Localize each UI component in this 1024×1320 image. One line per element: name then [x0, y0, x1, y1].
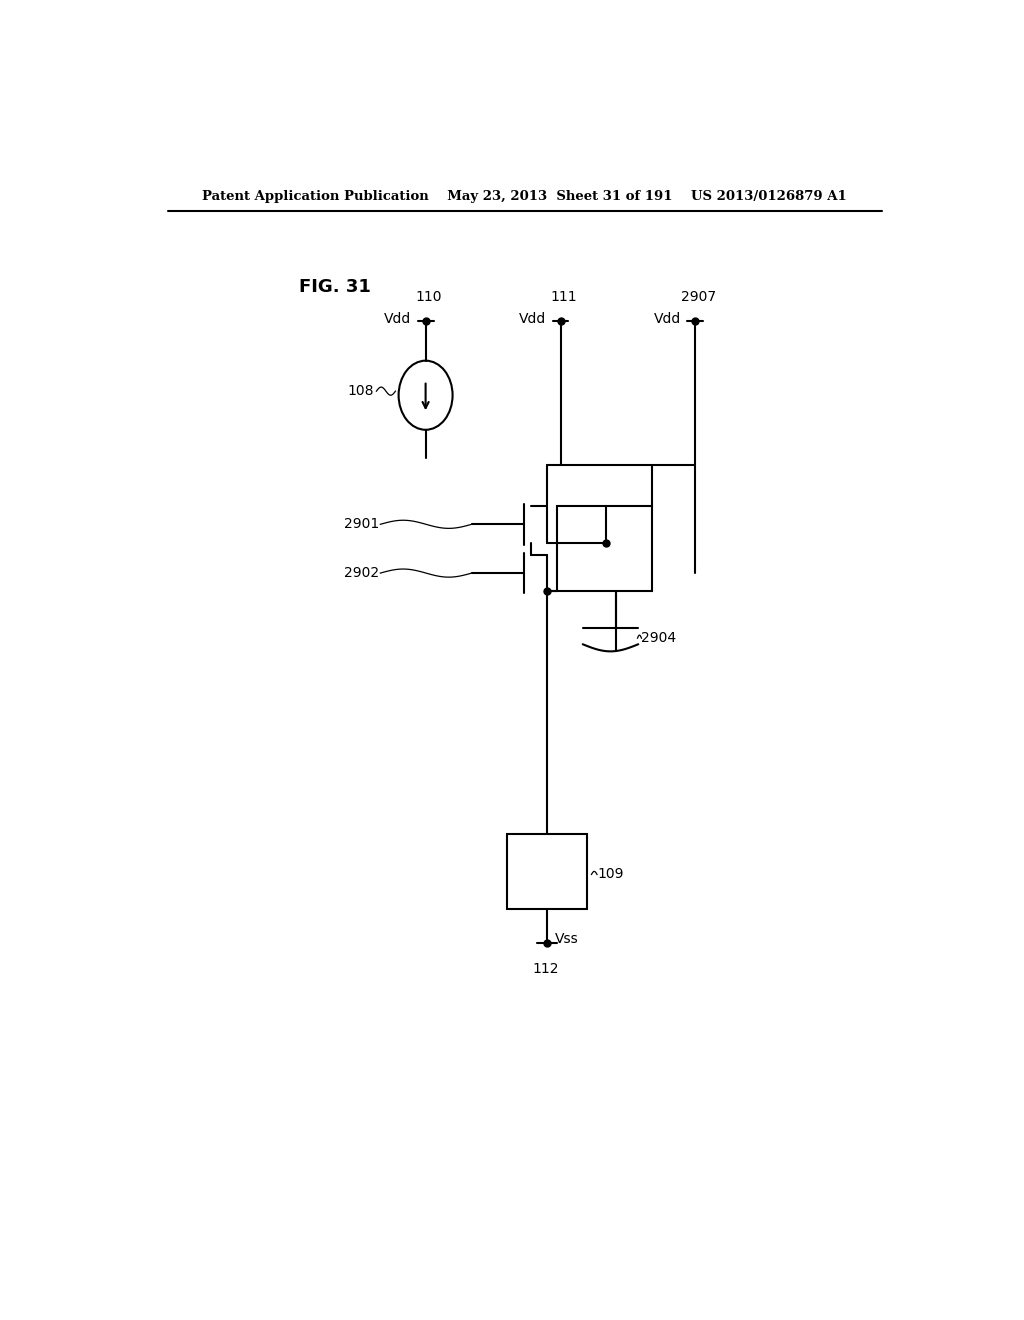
Text: 109: 109	[597, 867, 624, 882]
Text: 2907: 2907	[681, 290, 716, 304]
Text: 110: 110	[416, 290, 442, 304]
Text: Patent Application Publication    May 23, 2013  Sheet 31 of 191    US 2013/01268: Patent Application Publication May 23, 2…	[203, 190, 847, 202]
Text: Vdd: Vdd	[654, 312, 681, 326]
Text: 2904: 2904	[641, 631, 677, 645]
Text: Vss: Vss	[555, 932, 579, 946]
Text: Vdd: Vdd	[384, 312, 412, 326]
Bar	[557, 506, 652, 591]
Text: 108: 108	[347, 384, 374, 399]
Text: 2901: 2901	[343, 517, 379, 532]
Text: FIG. 31: FIG. 31	[299, 279, 371, 297]
Bar	[507, 834, 587, 908]
Text: Vdd: Vdd	[519, 312, 546, 326]
Text: 111: 111	[550, 290, 577, 304]
Text: 2902: 2902	[344, 566, 379, 579]
Text: 112: 112	[532, 962, 559, 977]
